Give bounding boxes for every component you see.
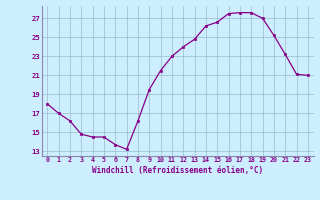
X-axis label: Windchill (Refroidissement éolien,°C): Windchill (Refroidissement éolien,°C)	[92, 166, 263, 175]
